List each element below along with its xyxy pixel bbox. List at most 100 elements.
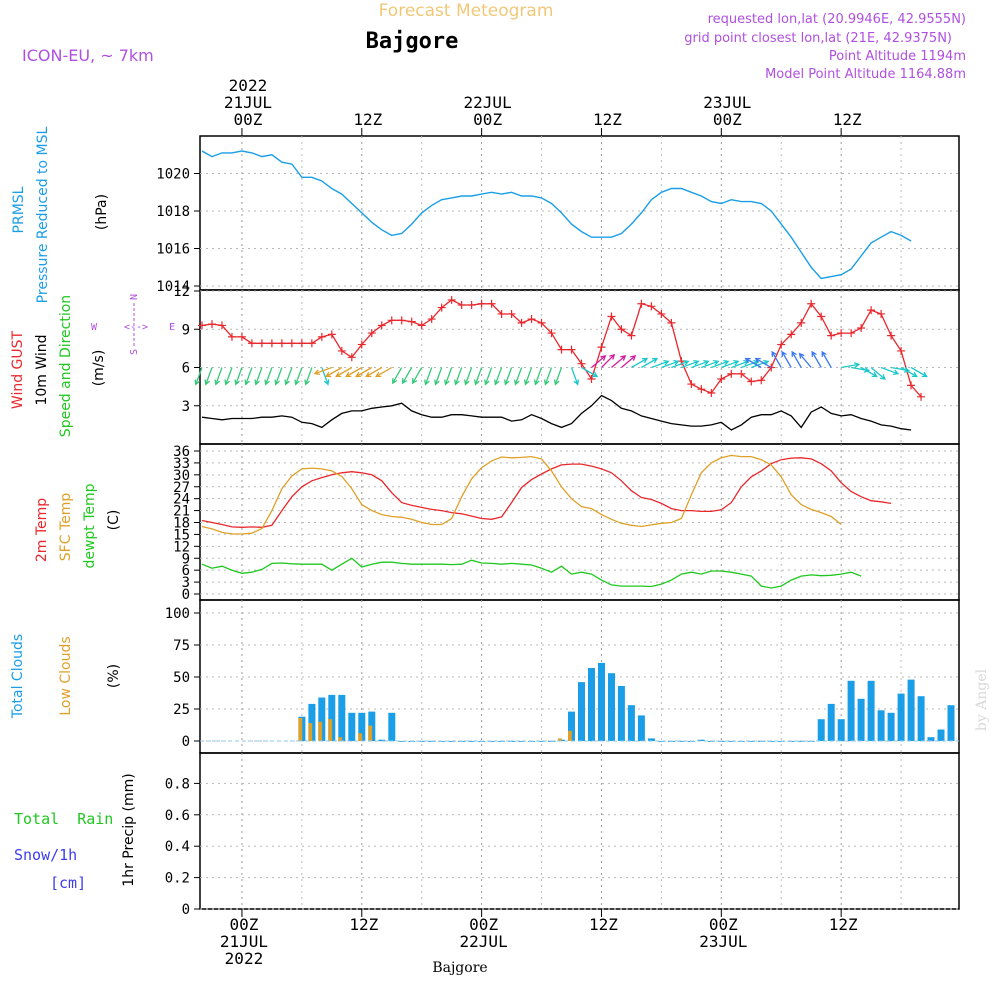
total-cloud-bar: [348, 713, 355, 741]
gust-point: [867, 306, 875, 314]
gust-point: [897, 347, 905, 355]
wind-arrow: [505, 368, 512, 385]
wind-arrow: [812, 352, 821, 368]
wind-arrow: [413, 368, 422, 384]
y-tick-label: 50: [173, 670, 190, 686]
gust-point: [458, 301, 466, 309]
y-tick-label: 0.4: [165, 839, 190, 855]
model-label: ICON-EU, ~ 7km: [22, 46, 154, 65]
model-altitude: Model Point Altitude 1164.88m: [765, 67, 966, 82]
total-cloud-bar: [628, 705, 635, 741]
y-tick-label: 3: [182, 399, 190, 415]
wind-arrow: [305, 368, 312, 385]
wind-arrow: [235, 368, 242, 385]
wind-arrow: [275, 368, 282, 385]
wind-arrow: [265, 368, 272, 385]
wind-arrow: [225, 368, 232, 385]
gust-point: [308, 339, 316, 347]
gust-label: Wind GUST: [10, 330, 26, 409]
gust-point: [727, 370, 735, 378]
total-cloud-bar: [868, 681, 875, 741]
gust-point: [328, 330, 336, 338]
total-cloud-bar: [638, 715, 645, 741]
footer-location: Bajgore: [432, 960, 487, 976]
wind-arrow: [445, 368, 452, 385]
total-cloud-bar: [918, 696, 925, 741]
low-cloud-bar: [338, 737, 342, 741]
total-cloud-bar: [338, 695, 345, 741]
total-cloud-bar: [838, 719, 845, 741]
wind-dir-label: Speed and Direction: [58, 295, 74, 437]
credit-text: by Angel: [974, 668, 990, 731]
y-tick-label: 0.6: [165, 808, 190, 824]
gust-point: [528, 315, 536, 323]
precip-ylabel: 1hr Precip (mm): [121, 773, 137, 886]
x-tick-label-bottom: 2022: [225, 949, 264, 968]
gust-point: [687, 380, 695, 388]
pressure-unit: (hPa): [94, 194, 110, 230]
wind-arrow: [485, 368, 492, 385]
wind-arrow: [215, 368, 222, 385]
x-tick-label-top: 12Z: [833, 110, 862, 129]
compass-icon: W <--> E N S: [91, 294, 175, 355]
sfc-label: SFC Temp: [58, 493, 74, 562]
gust-point: [388, 316, 396, 324]
gust-point: [298, 339, 306, 347]
wind-arrow: [205, 368, 212, 385]
pressure-line: [202, 151, 911, 279]
wind-arrow: [545, 368, 552, 385]
y-tick-label: 0: [182, 902, 190, 918]
total-cloud-bar: [848, 681, 855, 741]
pressure-label-1: PRMSL: [11, 186, 27, 233]
y-tick-label: 1018: [156, 204, 190, 220]
gust-point: [248, 339, 256, 347]
total-cloud-bar: [598, 663, 605, 741]
gust-point: [398, 316, 406, 324]
point-altitude: Point Altitude 1194m: [829, 49, 966, 64]
wind-arrow: [535, 368, 542, 385]
compass-s: S: [129, 349, 140, 355]
gust-point: [847, 329, 855, 337]
total-cloud-bar: [948, 705, 955, 741]
y-tick-label: 36: [173, 444, 190, 460]
snow-unit-label: [cm]: [50, 874, 86, 892]
wind-arrow: [555, 368, 562, 385]
y-tick-label: 9: [182, 322, 190, 338]
dewpt-line: [202, 558, 861, 588]
wind-arrow: [295, 368, 302, 385]
gust-point: [877, 310, 885, 318]
rain-label: Total Rain: [14, 810, 113, 828]
wind-arrow: [455, 368, 462, 385]
wind-arrow: [841, 363, 859, 368]
requested-coords: requested lon,lat (20.9946E, 42.9555N): [708, 12, 966, 27]
total-cloud-bar: [608, 673, 615, 741]
total-cloud-bar: [818, 719, 825, 741]
total-cloud-bar: [878, 710, 885, 741]
low-cloud-bar: [318, 722, 322, 741]
panel-frame-1: [200, 136, 959, 290]
gust-point: [338, 347, 346, 355]
y-tick-label: 1016: [156, 242, 190, 258]
x-tick-label-bottom: 12Z: [829, 915, 858, 934]
x-tick-label-top: 12Z: [353, 110, 382, 129]
low-cloud-bar: [298, 718, 302, 741]
gust-point: [857, 324, 865, 332]
gust-point: [627, 332, 635, 340]
meteogram: Forecast Meteogram Bajgore ICON-EU, ~ 7k…: [0, 0, 1000, 1000]
y-tick-label: 0.8: [165, 776, 190, 792]
gust-point: [827, 332, 835, 340]
gust-point: [697, 385, 705, 393]
total-cloud-label: Total Clouds: [10, 634, 26, 719]
wind-arrow: [425, 368, 432, 385]
gust-point: [418, 321, 426, 329]
y-tick-label: 75: [173, 638, 190, 654]
total-cloud-bar: [388, 713, 395, 741]
gust-point: [478, 300, 486, 308]
dewpt-label: dewpt Temp: [82, 483, 98, 568]
wind-arrow: [495, 368, 502, 385]
wind-arrow: [285, 368, 292, 385]
total-cloud-bar: [938, 730, 945, 742]
gust-point: [258, 339, 266, 347]
gust-point: [198, 321, 206, 329]
gust-point: [887, 332, 895, 340]
